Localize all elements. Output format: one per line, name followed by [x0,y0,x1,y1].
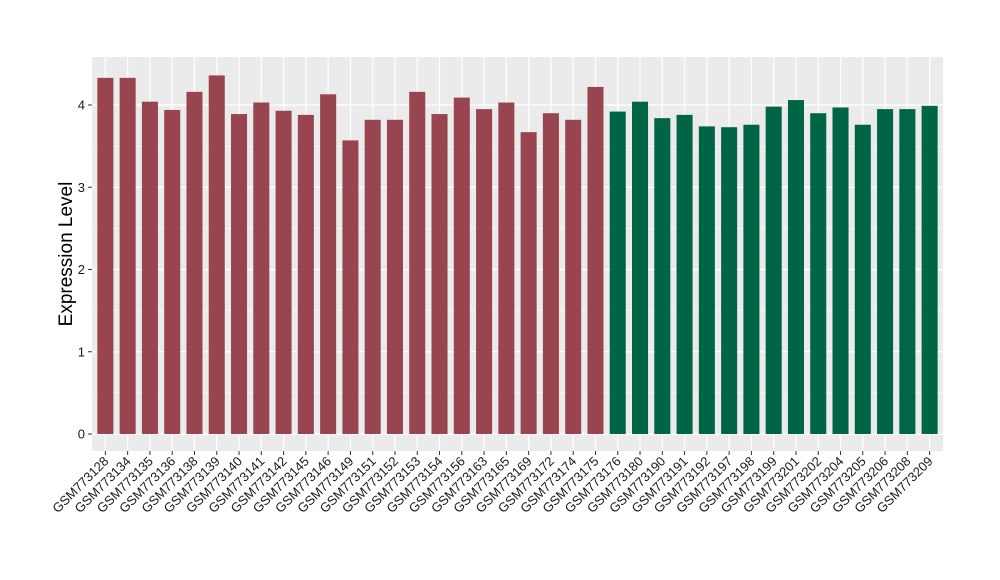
y-axis-title: Expression Level [56,182,77,327]
bar-GSM773191 [676,114,693,435]
bar-GSM773198 [743,124,760,435]
bar-GSM773152 [386,119,403,435]
bar-GSM773176 [609,111,626,434]
bar-GSM773140 [231,114,248,435]
bar-GSM773201 [787,100,804,434]
y-tick-label: 4 [78,98,85,113]
bar-GSM773197 [721,127,738,435]
bar-GSM773199 [765,106,782,435]
bar-GSM773180 [632,101,649,435]
bar-GSM773128 [97,77,114,435]
bar-GSM773136 [164,109,181,434]
bar-GSM773190 [654,118,671,434]
bar-GSM773202 [810,113,827,434]
bar-GSM773206 [877,109,894,435]
bar-GSM773192 [698,126,715,434]
bar-GSM773205 [854,124,871,435]
bar-GSM773156 [453,97,470,434]
bar-GSM773151 [364,119,381,435]
bar-GSM773169 [520,132,537,434]
bar-GSM773138 [186,91,203,434]
bar-GSM773145 [297,114,314,435]
y-tick-label: 3 [78,180,85,195]
bar-GSM773153 [409,91,426,434]
bar-GSM773139 [208,75,225,434]
bar-GSM773175 [587,86,604,434]
y-tick-label: 2 [78,262,85,277]
bar-GSM773172 [542,113,559,434]
bar-GSM773208 [899,109,916,435]
bar-GSM773204 [832,107,849,434]
bar-GSM773134 [119,77,136,435]
bars [97,75,938,435]
bar-GSM773165 [498,102,515,434]
bar-GSM773163 [476,109,493,435]
bar-GSM773142 [275,110,292,434]
bar-GSM773149 [342,140,359,434]
x-axis: GSM773128GSM773134GSM773135GSM773136GSM7… [49,451,936,516]
bar-GSM773146 [320,94,337,435]
y-tick-label: 1 [78,344,85,359]
y-axis: 0 1 2 3 4 [78,98,92,442]
bar-GSM773141 [253,102,270,434]
bar-GSM773174 [565,119,582,435]
bar-GSM773209 [921,105,938,434]
bar-GSM773154 [431,114,448,435]
bar-GSM773135 [141,101,158,435]
y-tick-label: 0 [78,427,85,442]
